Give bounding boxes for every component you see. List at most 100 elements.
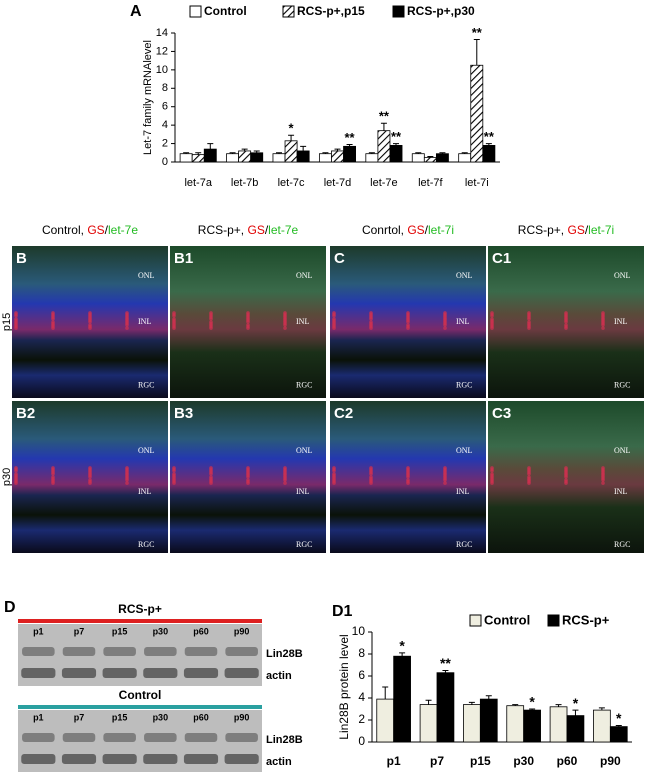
band [102, 668, 137, 678]
x-tick-label: let-7f [418, 177, 443, 189]
header-part: GS [87, 223, 104, 237]
cell-dot [564, 314, 568, 318]
cell-dot [369, 470, 373, 475]
panel-letter: D1 [332, 603, 353, 620]
cell-dot [246, 469, 250, 473]
header-part: RCS-p+, [518, 223, 568, 237]
error-bar [241, 148, 248, 151]
bar [566, 715, 585, 743]
error-bar [512, 704, 519, 706]
cell-dot [51, 466, 55, 470]
layer-label: ONL [614, 446, 631, 455]
layer-label: INL [296, 317, 309, 326]
lane-label: p60 [193, 626, 209, 636]
bar [479, 698, 498, 743]
layer-label: RGC [456, 540, 472, 549]
layer-label: ONL [296, 446, 313, 455]
group-label: RCS-p+ [118, 602, 162, 616]
band [224, 754, 259, 764]
band [21, 754, 56, 764]
x-tick-label: p60 [557, 754, 578, 768]
significance: ** [379, 109, 390, 124]
y-tick-label: 12 [156, 45, 168, 57]
bar [463, 704, 481, 743]
cell-dot [283, 481, 287, 485]
cell-dot [209, 466, 213, 470]
cell-dot [125, 321, 129, 326]
error-bar [555, 704, 562, 707]
cell-dot [125, 326, 129, 330]
legend-swatch [392, 5, 405, 18]
layer-label: RGC [614, 540, 630, 549]
cell-dot [564, 318, 568, 323]
cell-dot [88, 326, 92, 330]
row-label: p30 [1, 468, 13, 486]
band-label: Lin28B [266, 734, 303, 746]
error-bar [322, 152, 329, 154]
layer-label: ONL [456, 271, 473, 280]
layer-label: INL [614, 317, 627, 326]
error-bar [393, 143, 399, 146]
significance: ** [440, 655, 451, 671]
y-tick-label: 2 [358, 712, 365, 726]
lane-label: p1 [33, 712, 44, 722]
cell-dot [51, 470, 55, 475]
significance: ** [484, 129, 495, 144]
cell-dot [406, 481, 410, 485]
cell-dot [283, 467, 287, 472]
band [183, 668, 219, 678]
band [22, 647, 55, 656]
header-part: RCS-p+, [198, 223, 248, 237]
cell-dot [527, 315, 531, 320]
error-bar [439, 152, 446, 154]
column-header: Control, GS/let-7e [42, 223, 138, 237]
cell-dot [88, 466, 92, 470]
error-bar [468, 701, 475, 705]
significance: * [289, 121, 295, 136]
panel-letter: B3 [174, 405, 193, 422]
layer-label: ONL [138, 446, 155, 455]
y-tick-label: 2 [162, 137, 168, 149]
error-bar [380, 122, 387, 131]
cell-dot [443, 326, 447, 330]
row-label: p15 [1, 313, 13, 331]
band [183, 754, 219, 764]
y-tick-label: 0 [162, 156, 168, 168]
lane-label: p1 [33, 626, 44, 636]
cell-dot [527, 470, 531, 475]
band [184, 647, 218, 656]
cell-dot [51, 320, 55, 324]
error-bar [425, 699, 432, 705]
band [144, 733, 177, 742]
cell-dot [125, 481, 129, 485]
cell-dot [490, 479, 494, 484]
legend-label: RCS-p+,p15 [297, 4, 365, 18]
x-tick-label: p15 [470, 754, 491, 768]
layer-label: INL [614, 487, 627, 496]
significance: ** [472, 25, 483, 40]
bar [203, 148, 217, 163]
cell-dot [172, 467, 176, 472]
cell-dot [51, 478, 55, 482]
cell-dot [14, 475, 18, 479]
cell-dot [564, 326, 568, 330]
y-tick-label: 8 [162, 82, 168, 94]
band [184, 733, 218, 742]
cell-dot [88, 314, 92, 318]
layer-label: RGC [456, 381, 472, 390]
bar [423, 156, 437, 163]
cell-dot [490, 475, 494, 479]
cell-dot [443, 321, 447, 326]
cell-dot [406, 323, 410, 327]
legend-swatch [189, 5, 202, 18]
cell-dot [88, 318, 92, 323]
legend-label: Control [484, 612, 530, 627]
cell-dot [209, 323, 213, 327]
cell-dot [125, 476, 129, 481]
y-tick-label: 14 [156, 27, 168, 39]
bar [272, 153, 286, 163]
error-bar [415, 152, 422, 154]
header-part: let-7i [588, 223, 614, 237]
header-part: GS [247, 223, 264, 237]
y-tick-label: 8 [358, 646, 365, 660]
